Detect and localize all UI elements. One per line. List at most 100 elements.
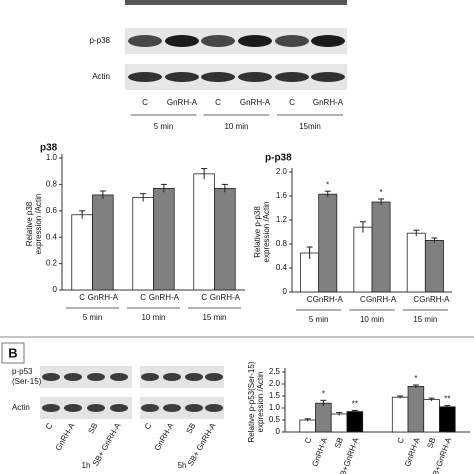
- group-label: 15 min: [413, 315, 437, 324]
- x-tick-label: C: [413, 295, 419, 304]
- group-label: 10 min: [224, 122, 248, 131]
- annotation: *: [322, 389, 325, 398]
- group-label: 10 min: [360, 315, 384, 324]
- x-tick-label: C: [360, 295, 366, 304]
- y-tick-label: 0: [276, 427, 281, 436]
- blot-band: [141, 373, 159, 381]
- y-tick-label: 0.5: [269, 415, 281, 424]
- bar: [132, 197, 154, 291]
- bar: [439, 406, 456, 433]
- y-tick-label: 0.2: [46, 259, 58, 268]
- bar: [299, 419, 316, 433]
- blot-edge: [125, 0, 347, 5]
- y-axis-label: expression /Actin: [256, 372, 265, 433]
- chart-title: p-p38: [265, 153, 292, 164]
- group-label: 5 min: [83, 313, 103, 322]
- blot-row-label: Actin: [12, 403, 30, 412]
- y-tick-label: 0.6: [46, 206, 58, 215]
- blot: [140, 366, 224, 388]
- blot-row-label: p-p53: [12, 367, 33, 376]
- x-tick-label: GnRH-A: [366, 295, 397, 304]
- x-tick-label: GnRH-A: [419, 295, 450, 304]
- bar: [318, 193, 338, 293]
- y-tick-label: 1.5: [269, 391, 281, 400]
- blot-band: [185, 373, 203, 381]
- group-label: 5h: [178, 461, 187, 470]
- y-tick-label: 0.8: [276, 239, 288, 248]
- lane-label: C: [215, 98, 221, 107]
- y-tick-label: 1.6: [276, 191, 288, 200]
- blot-band: [128, 72, 162, 82]
- lane-label: C: [289, 98, 295, 107]
- x-tick-label: GnRH-A: [403, 436, 422, 468]
- y-tick-label: 2.0: [269, 379, 281, 388]
- lane-label: SB: [184, 422, 197, 436]
- bar: [371, 201, 391, 293]
- blot-band: [141, 404, 159, 412]
- blot-band: [128, 35, 162, 47]
- x-tick-label: GnRH-A: [149, 293, 180, 302]
- group-label: 15 min: [202, 313, 226, 322]
- x-tick-label: GnRH-A: [310, 436, 329, 468]
- lane-label: GnRH-A: [313, 98, 344, 107]
- bar: [193, 173, 215, 291]
- blot-band: [163, 373, 181, 381]
- y-tick-label: 2.5: [269, 367, 281, 376]
- group-label: 5 min: [309, 315, 329, 324]
- bar: [353, 226, 373, 293]
- lane-label: C: [142, 98, 148, 107]
- blot-band: [165, 35, 199, 47]
- y-tick-label: 0.4: [46, 232, 58, 241]
- lane-label: C: [44, 421, 55, 431]
- lane-label: C: [143, 421, 154, 431]
- bar: [71, 214, 93, 291]
- y-tick-label: 1.0: [46, 153, 58, 162]
- annotation: **: [352, 400, 358, 409]
- x-tick-label: GnRH-A: [88, 293, 119, 302]
- blot: [140, 397, 224, 419]
- panel-label: B: [8, 345, 17, 360]
- bar: [92, 194, 114, 291]
- annotation: *: [380, 188, 383, 197]
- bar: [330, 413, 348, 433]
- y-tick-label: 1.2: [276, 215, 288, 224]
- blot-band: [42, 373, 60, 381]
- bar: [153, 187, 175, 291]
- x-tick-label: C: [307, 295, 313, 304]
- lane-label: GnRH-A: [153, 421, 176, 452]
- annotation: *: [326, 180, 329, 189]
- blot-band: [64, 373, 82, 381]
- blot: [40, 397, 132, 419]
- bar: [423, 399, 440, 433]
- bar: [391, 396, 409, 433]
- bar: [315, 402, 332, 433]
- blot-band: [311, 72, 345, 82]
- lane-label: SB: [86, 422, 99, 436]
- group-label: 15min: [299, 122, 321, 131]
- blot-band: [201, 72, 235, 82]
- x-tick-label: GnRH-A: [210, 293, 241, 302]
- lane-label: GnRH-A: [167, 98, 198, 107]
- x-tick-label: GnRH-A: [313, 295, 344, 304]
- blot-band: [311, 35, 345, 47]
- bar: [214, 187, 236, 291]
- blot-band: [205, 404, 223, 412]
- blot-band: [64, 404, 82, 412]
- bar: [407, 385, 425, 433]
- y-tick-label: 0.8: [46, 180, 58, 189]
- x-tick-label: C: [303, 436, 314, 445]
- panel-label-box: [1, 342, 25, 364]
- group-label: 10 min: [141, 313, 165, 322]
- blot-row-label: (Ser-15): [12, 377, 42, 386]
- y-tick-label: 0: [283, 287, 288, 296]
- x-tick-label: C: [79, 293, 85, 302]
- blot-band: [275, 35, 309, 47]
- blot-band: [87, 373, 105, 381]
- y-axis-label: Relative p-p53(Ser-15): [247, 361, 256, 442]
- bar: [346, 411, 364, 433]
- y-tick-label: 0.4: [276, 263, 288, 272]
- blot-band: [201, 35, 235, 47]
- annotation: **: [444, 395, 450, 404]
- annotation: *: [414, 374, 417, 383]
